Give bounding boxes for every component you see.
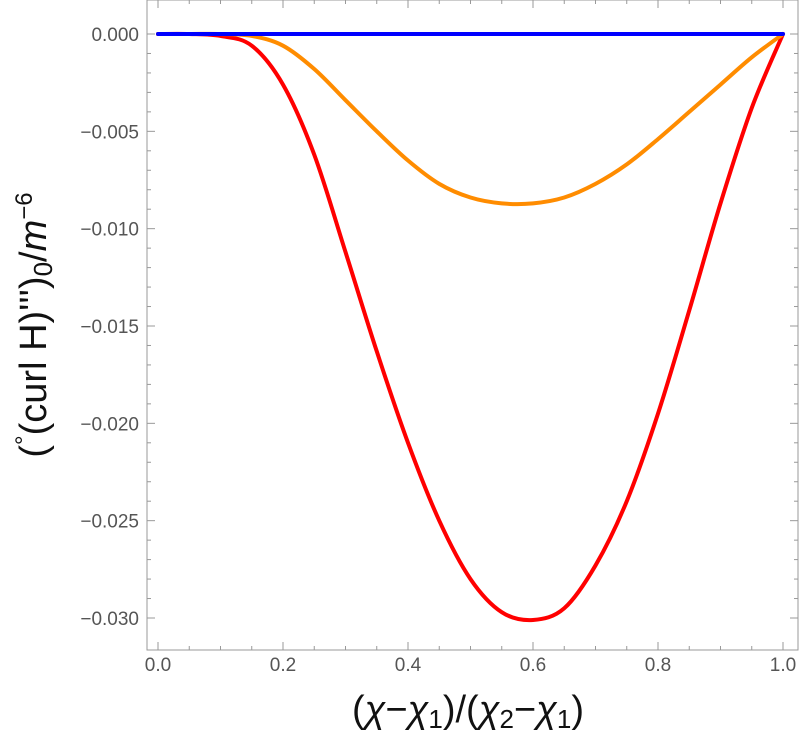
series-line-2	[156, 31, 785, 207]
plot-frame	[146, 0, 799, 651]
series-layer	[156, 31, 785, 623]
x-tick-label: 0.2	[270, 655, 296, 676]
axis-ticks	[147, 0, 798, 650]
y-tick-label: −0.030	[80, 609, 139, 630]
y-tick-label: −0.005	[80, 122, 139, 143]
y-tick-label: 0.000	[91, 25, 139, 46]
series-line-1	[156, 31, 785, 623]
x-tick-label: 0.4	[395, 655, 422, 676]
y-tick-label: −0.025	[80, 512, 139, 533]
x-tick-label: 0.6	[520, 655, 546, 676]
y-axis-label: (°(curl H)''')0/m−6	[11, 192, 58, 457]
y-tick-label: −0.020	[80, 414, 139, 435]
y-tick-label: −0.010	[80, 220, 139, 241]
tick-labels: 0.0 0.2 0.4 0.6 0.8 1.0 0.000 −0.005 −0.010 −0.01…	[80, 25, 796, 676]
x-tick-label: 1.0	[770, 655, 796, 676]
x-tick-label: 0.0	[145, 655, 171, 676]
x-tick-label: 0.8	[645, 655, 671, 676]
y-tick-label: −0.015	[80, 317, 139, 338]
x-axis-label: (χ−χ1)/(χ2−χ1)	[352, 689, 584, 733]
